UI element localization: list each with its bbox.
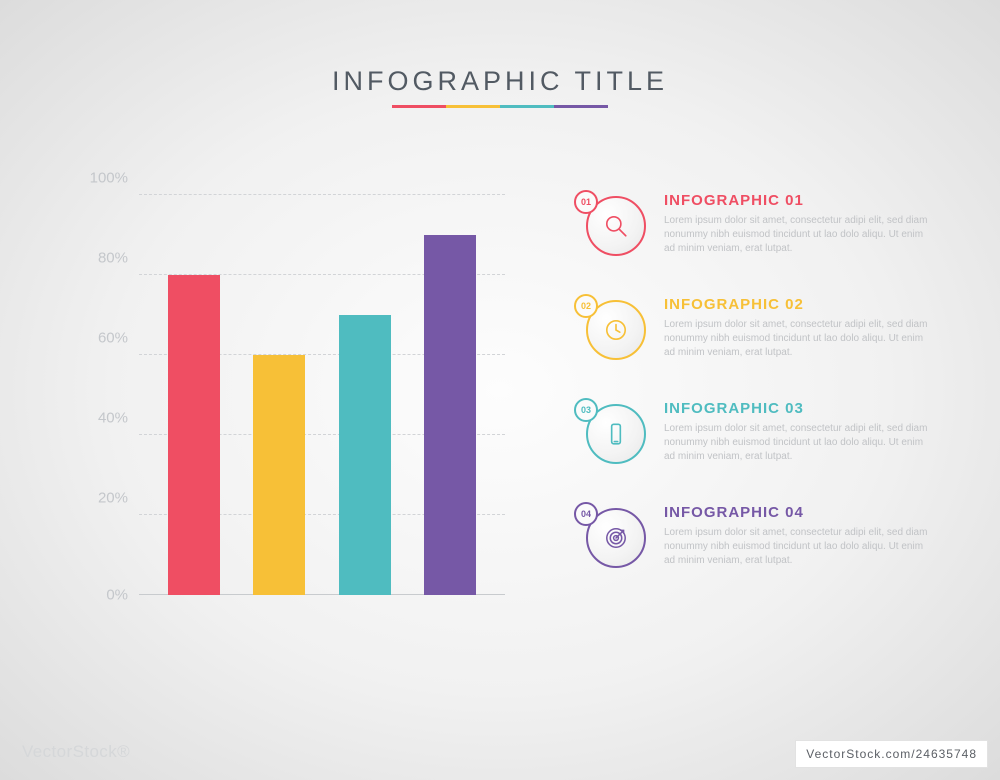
bar-2	[253, 355, 305, 595]
bars-container	[139, 195, 505, 595]
title-underline	[392, 105, 608, 108]
bar-chart: 0% 20% 40% 60% 80% 100%	[85, 195, 505, 595]
badge-num: 01	[581, 197, 591, 207]
item-text: INFOGRAPHIC 04 Lorem ipsum dolor sit ame…	[664, 504, 928, 568]
y-label: 100%	[90, 170, 128, 187]
underline-seg-2	[446, 105, 500, 108]
page-title: INFOGRAPHIC TITLE	[0, 66, 1000, 97]
bar-1	[168, 275, 220, 595]
legend-item-2: 02 INFOGRAPHIC 02 Lorem ipsum dolor sit …	[578, 296, 928, 364]
icon-wrap: 03	[578, 400, 646, 468]
icon-wrap: 04	[578, 504, 646, 572]
icon-badge: 02	[574, 294, 598, 318]
target-icon-svg	[603, 525, 629, 551]
item-title: INFOGRAPHIC 04	[664, 504, 928, 521]
icon-badge: 03	[574, 398, 598, 422]
underline-seg-3	[500, 105, 554, 108]
item-body: Lorem ipsum dolor sit amet, consectetur …	[664, 526, 928, 568]
title-block: INFOGRAPHIC TITLE	[0, 66, 1000, 108]
badge-num: 04	[581, 509, 591, 519]
bar-4	[424, 235, 476, 595]
phone-icon-svg	[603, 421, 629, 447]
bar-3	[339, 315, 391, 595]
item-body: Lorem ipsum dolor sit amet, consectetur …	[664, 318, 928, 360]
item-text: INFOGRAPHIC 01 Lorem ipsum dolor sit ame…	[664, 192, 928, 256]
y-label: 20%	[98, 490, 128, 507]
y-label: 60%	[98, 330, 128, 347]
legend-items: 01 INFOGRAPHIC 01 Lorem ipsum dolor sit …	[578, 192, 928, 572]
magnifier-icon-svg	[603, 213, 629, 239]
item-text: INFOGRAPHIC 03 Lorem ipsum dolor sit ame…	[664, 400, 928, 464]
item-text: INFOGRAPHIC 02 Lorem ipsum dolor sit ame…	[664, 296, 928, 360]
y-label: 80%	[98, 250, 128, 267]
underline-seg-1	[392, 105, 446, 108]
badge-num: 03	[581, 405, 591, 415]
clock-icon-svg	[603, 317, 629, 343]
legend-item-1: 01 INFOGRAPHIC 01 Lorem ipsum dolor sit …	[578, 192, 928, 260]
item-title: INFOGRAPHIC 02	[664, 296, 928, 313]
watermark-left: VectorStock®	[22, 742, 130, 762]
icon-badge: 01	[574, 190, 598, 214]
legend-item-3: 03 INFOGRAPHIC 03 Lorem ipsum dolor sit …	[578, 400, 928, 468]
underline-seg-4	[554, 105, 608, 108]
item-title: INFOGRAPHIC 03	[664, 400, 928, 417]
badge-num: 02	[581, 301, 591, 311]
icon-wrap: 02	[578, 296, 646, 364]
icon-wrap: 01	[578, 192, 646, 260]
item-title: INFOGRAPHIC 01	[664, 192, 928, 209]
y-axis-labels: 0% 20% 40% 60% 80% 100%	[80, 195, 134, 595]
legend-item-4: 04 INFOGRAPHIC 04 Lorem ipsum dolor sit …	[578, 504, 928, 572]
y-label: 0%	[106, 587, 128, 604]
item-body: Lorem ipsum dolor sit amet, consectetur …	[664, 422, 928, 464]
icon-badge: 04	[574, 502, 598, 526]
plot-area	[139, 195, 505, 595]
item-body: Lorem ipsum dolor sit amet, consectetur …	[664, 214, 928, 256]
watermark-right: VectorStock.com/24635748	[795, 740, 988, 768]
y-label: 40%	[98, 410, 128, 427]
